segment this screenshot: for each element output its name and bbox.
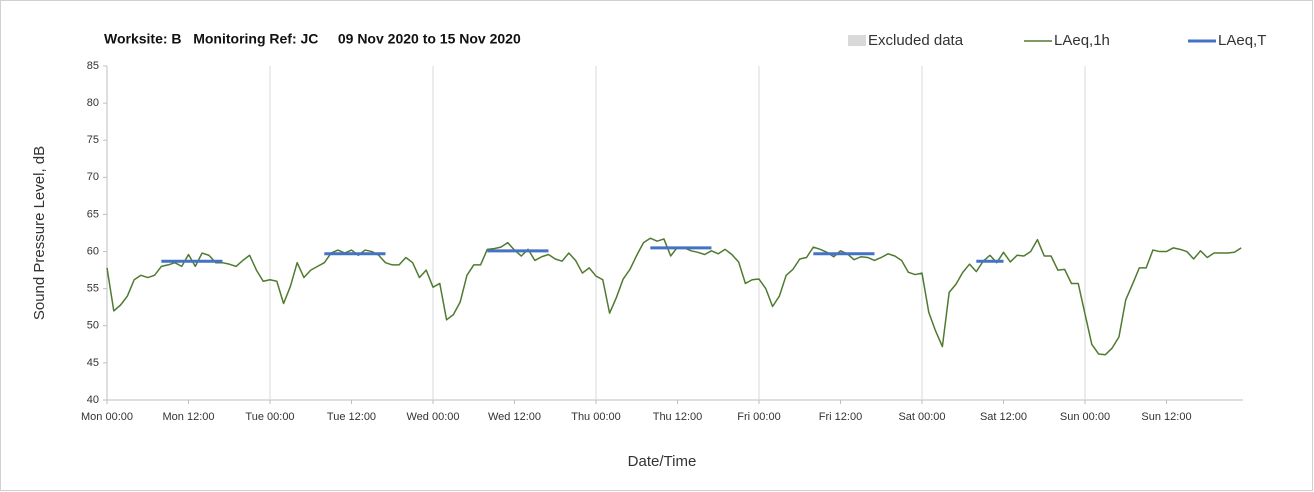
- legend-label: LAeq,1h: [1054, 32, 1110, 49]
- legend-swatch: [848, 35, 866, 46]
- y-tick-label: 40: [87, 394, 99, 406]
- x-tick-label: Mon 00:00: [81, 411, 133, 423]
- y-tick-label: 70: [87, 171, 99, 183]
- x-tick-label: Tue 12:00: [327, 411, 376, 423]
- y-tick-label: 50: [87, 320, 99, 332]
- x-axis-title: Date/Time: [628, 453, 697, 470]
- x-tick-label: Tue 00:00: [245, 411, 294, 423]
- x-tick-label: Mon 12:00: [163, 411, 215, 423]
- x-tick-label: Sat 00:00: [898, 411, 945, 423]
- x-tick-label: Sun 12:00: [1141, 411, 1191, 423]
- x-tick-label: Wed 00:00: [406, 411, 459, 423]
- x-tick-label: Fri 12:00: [819, 411, 862, 423]
- x-tick-label: Sun 00:00: [1060, 411, 1110, 423]
- x-tick-label: Wed 12:00: [488, 411, 541, 423]
- y-tick-label: 65: [87, 208, 99, 220]
- y-tick-label: 55: [87, 283, 99, 295]
- y-tick-label: 85: [87, 60, 99, 72]
- x-tick-label: Thu 12:00: [653, 411, 703, 423]
- y-tick-label: 75: [87, 134, 99, 146]
- y-axis-title: Sound Pressure Level, dB: [31, 146, 48, 320]
- y-tick-label: 80: [87, 97, 99, 109]
- y-tick-label: 45: [87, 357, 99, 369]
- x-tick-label: Fri 00:00: [737, 411, 780, 423]
- x-tick-label: Thu 00:00: [571, 411, 621, 423]
- data-line: [106, 237, 1242, 356]
- legend-label: LAeq,T: [1218, 32, 1266, 49]
- chart-title: Worksite: B Monitoring Ref: JC 09 Nov 20…: [104, 31, 521, 47]
- x-tick-label: Sat 12:00: [980, 411, 1027, 423]
- legend-label: Excluded data: [868, 32, 964, 49]
- y-tick-label: 60: [87, 245, 99, 257]
